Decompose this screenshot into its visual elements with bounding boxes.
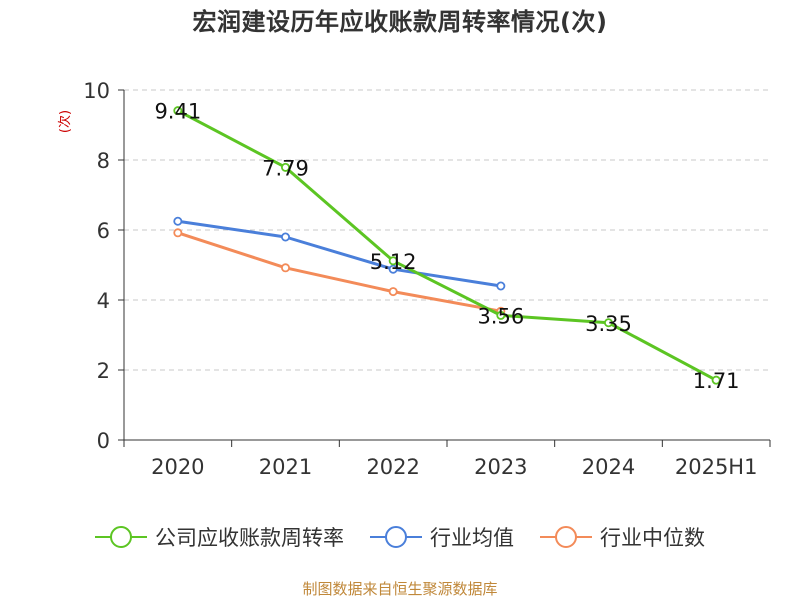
- legend-industry-median-icon: [540, 525, 592, 549]
- y-tick-label: 2: [97, 359, 110, 383]
- x-tick-label: 2025H1: [675, 455, 758, 479]
- data-label-company: 7.79: [262, 156, 309, 180]
- legend-item-company[interactable]: 公司应收账款周转率: [95, 522, 344, 552]
- y-tick-label: 4: [97, 289, 110, 313]
- data-label-company: 3.56: [477, 304, 524, 328]
- legend-company-icon: [95, 525, 147, 549]
- data-point-industry-average[interactable]: [280, 232, 290, 242]
- data-point-industry-median[interactable]: [173, 228, 183, 238]
- data-point-company[interactable]: [496, 310, 506, 320]
- data-label-company: 5.12: [370, 250, 417, 274]
- data-label-layer: 9.41 7.79 5.12 3.56 3.35 1.71: [154, 100, 740, 393]
- data-label-company: 9.41: [154, 100, 201, 124]
- data-point-company[interactable]: [173, 106, 183, 116]
- x-tick-label: 2023: [474, 455, 527, 479]
- x-tick-label: 2024: [582, 455, 635, 479]
- data-point-industry-median[interactable]: [388, 287, 398, 297]
- legend-item-industry-average[interactable]: 行业均值: [370, 522, 514, 552]
- axis-layer: 0 2 4 6 8 10 2020 2021 2022 2023 2024 2025H1: [83, 79, 771, 479]
- y-tick-label: 0: [97, 429, 110, 453]
- legend-industry-average-icon: [370, 525, 422, 549]
- series-layer: [173, 106, 721, 385]
- data-point-industry-average[interactable]: [388, 264, 398, 274]
- data-point-industry-median[interactable]: [280, 263, 290, 273]
- data-point-company[interactable]: [604, 318, 614, 328]
- data-label-company: 3.35: [585, 312, 632, 336]
- x-tick-label: 2021: [259, 455, 312, 479]
- legend-item-industry-median[interactable]: 行业中位数: [540, 522, 705, 552]
- legend-industry-average-label: 行业均值: [430, 526, 514, 550]
- x-tick-label: 2022: [366, 455, 419, 479]
- data-label-company: 1.71: [693, 369, 740, 393]
- series-line-industry-median: [177, 231, 502, 313]
- data-source-note: 制图数据来自恒生聚源数据库: [302, 580, 498, 598]
- legend: 公司应收账款周转率 行业均值 行业中位数: [0, 522, 800, 552]
- data-point-industry-average[interactable]: [173, 216, 183, 226]
- y-tick-label: 8: [97, 149, 110, 173]
- y-tick-label: 6: [97, 219, 110, 243]
- series-line-industry-average: [177, 219, 502, 288]
- legend-company-label: 公司应收账款周转率: [155, 526, 344, 550]
- data-point-company[interactable]: [280, 162, 290, 172]
- series-line-company: [177, 109, 717, 382]
- data-point-company[interactable]: [388, 256, 398, 266]
- legend-industry-median-label: 行业中位数: [600, 526, 705, 550]
- data-point-industry-average[interactable]: [496, 281, 506, 291]
- chart-title: 宏润建设历年应收账款周转率情况(次): [192, 8, 608, 36]
- y-tick-label: 10: [83, 79, 110, 103]
- x-tick-label: 2020: [151, 455, 204, 479]
- data-point-company[interactable]: [711, 375, 721, 385]
